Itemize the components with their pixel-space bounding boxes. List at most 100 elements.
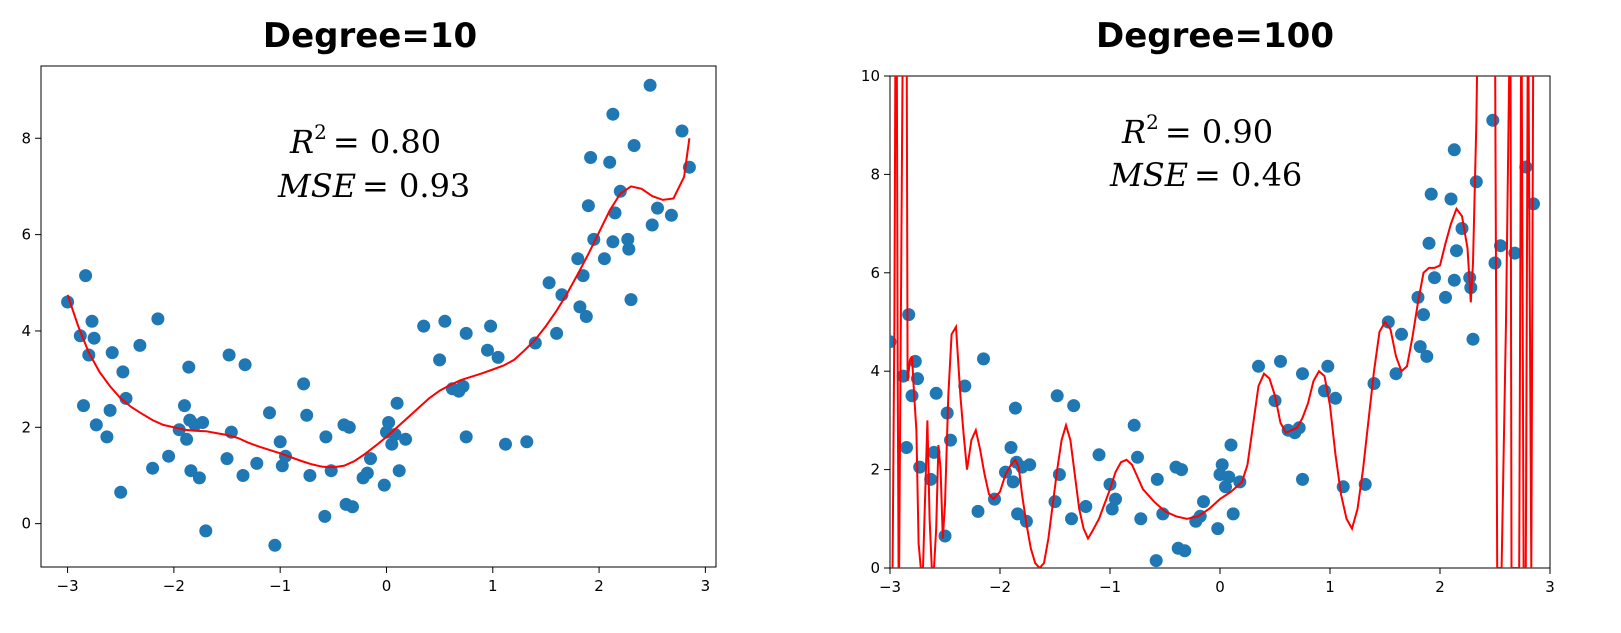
data-point	[597, 252, 611, 266]
data-point	[900, 441, 913, 454]
data-point	[1109, 492, 1122, 506]
y-tick-label: 2	[870, 461, 880, 479]
data-point	[222, 348, 236, 362]
data-point	[1211, 522, 1225, 536]
data-point	[1469, 175, 1483, 189]
x-tick-label: −2	[163, 577, 185, 595]
x-tick-label: −3	[879, 578, 901, 596]
y-tick-label: 8	[21, 129, 31, 147]
x-tick-label: 1	[488, 577, 498, 595]
data-point	[77, 399, 90, 413]
data-point	[250, 456, 264, 470]
data-point	[1486, 113, 1500, 127]
data-point	[1092, 448, 1106, 462]
data-point	[499, 437, 512, 451]
data-point	[1008, 401, 1022, 415]
x-tick-label: 1	[1325, 578, 1335, 596]
data-point	[1450, 244, 1463, 258]
data-point	[119, 391, 133, 405]
data-point	[1296, 472, 1309, 486]
mse-value: = 0.46	[1194, 156, 1302, 194]
chart-title: Degree=100	[1096, 16, 1334, 56]
fit-line	[66, 138, 691, 469]
x-tick-label: 0	[1215, 578, 1225, 596]
data-point	[392, 464, 406, 478]
y-tick-label: 6	[870, 264, 880, 282]
r2-annotation: R2 = 0.80	[289, 120, 441, 161]
mse-symbol: MSE	[277, 167, 356, 205]
data-point	[645, 218, 659, 232]
data-point	[146, 461, 160, 475]
data-point	[1367, 377, 1381, 390]
data-point	[550, 326, 564, 340]
data-point	[491, 350, 505, 364]
data-point	[528, 336, 542, 350]
data-point	[675, 124, 689, 138]
y-tick-label: 4	[870, 362, 880, 380]
data-point	[905, 389, 919, 403]
data-point	[622, 242, 636, 256]
data-point	[220, 452, 234, 466]
data-point	[576, 269, 590, 283]
data-point	[303, 469, 317, 482]
data-point	[1381, 315, 1395, 329]
data-point	[87, 331, 101, 345]
data-point	[581, 199, 595, 213]
data-point	[1150, 472, 1164, 486]
data-point	[346, 500, 359, 514]
fit-line	[891, 76, 1535, 568]
data-point	[172, 423, 186, 437]
data-point	[1224, 438, 1238, 452]
data-point	[1274, 354, 1287, 368]
data-point	[1494, 239, 1507, 253]
data-point	[938, 529, 952, 543]
r2-symbol: R	[1121, 113, 1146, 151]
data-point	[627, 139, 641, 152]
data-point	[1417, 308, 1430, 322]
mse-value: = 0.93	[362, 167, 470, 205]
data-point	[1052, 468, 1066, 481]
data-point	[1067, 399, 1081, 413]
data-point	[1134, 512, 1148, 526]
data-point	[100, 430, 114, 444]
data-point	[664, 208, 678, 222]
data-point	[1447, 143, 1461, 157]
data-point	[390, 396, 404, 410]
mse-annotation: MSE = 0.93	[277, 167, 470, 205]
data-point	[520, 435, 534, 449]
x-tick-label: 2	[1435, 578, 1445, 596]
data-point	[399, 432, 413, 446]
data-point	[1389, 367, 1403, 381]
data-point	[263, 406, 276, 420]
data-point	[360, 466, 374, 480]
data-point	[319, 430, 333, 444]
data-point	[1424, 187, 1438, 201]
data-point	[1023, 458, 1037, 472]
data-point	[643, 78, 657, 92]
data-point	[571, 252, 585, 266]
data-point	[1006, 475, 1020, 489]
data-point	[971, 504, 985, 518]
data-point	[902, 308, 916, 322]
data-point	[1050, 389, 1064, 403]
data-point	[459, 326, 473, 340]
y-tick-label: 2	[21, 418, 31, 436]
y-tick-label: 6	[21, 226, 31, 244]
data-point	[199, 524, 213, 538]
data-point	[1197, 495, 1210, 509]
data-point	[1105, 502, 1119, 516]
y-tick-label: 0	[870, 559, 880, 577]
data-point	[1131, 450, 1144, 464]
data-point	[1428, 271, 1441, 285]
x-tick-label: −1	[1099, 578, 1121, 596]
data-point	[456, 379, 470, 393]
data-point	[1226, 507, 1240, 521]
data-point	[977, 352, 990, 366]
data-point	[606, 235, 620, 249]
data-point	[1252, 359, 1265, 373]
data-point	[238, 358, 252, 372]
data-point	[180, 432, 194, 446]
data-point	[105, 346, 119, 360]
data-point	[438, 314, 452, 328]
